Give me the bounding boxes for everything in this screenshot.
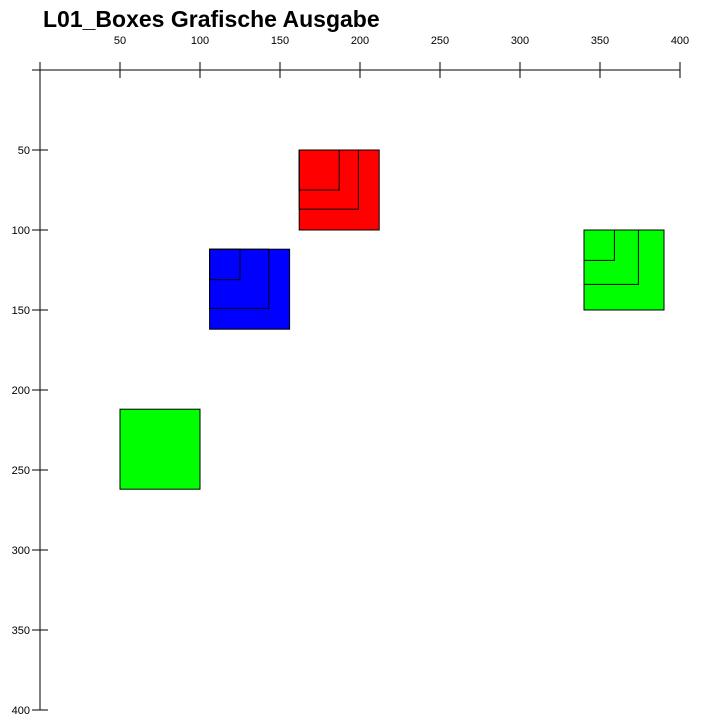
y-tick-label: 300 <box>12 545 30 557</box>
x-tick-label: 300 <box>511 35 529 47</box>
x-tick-label: 350 <box>591 35 609 47</box>
x-tick-label: 50 <box>114 35 126 47</box>
x-tick-label: 250 <box>431 35 449 47</box>
green-box <box>583 229 665 311</box>
y-tick-label: 350 <box>12 625 30 637</box>
blue-box <box>209 248 291 330</box>
x-tick-label: 100 <box>191 35 209 47</box>
y-tick-label: 50 <box>18 145 30 157</box>
boxes <box>119 149 665 490</box>
box-outer <box>119 408 201 490</box>
box-nested-outline <box>583 229 615 261</box>
x-tick-label: 400 <box>671 35 689 47</box>
y-tick-label: 100 <box>12 225 30 237</box>
box-outer <box>583 229 665 311</box>
y-tick-label: 150 <box>12 305 30 317</box>
red-box <box>298 149 380 231</box>
box-nested-outline <box>298 149 340 191</box>
y-tick-label: 250 <box>12 465 30 477</box>
x-tick-label: 200 <box>351 35 369 47</box>
box-outer <box>209 248 291 330</box>
page-title: L01_Boxes Grafische Ausgabe <box>43 6 380 32</box>
green-box-lower <box>119 408 201 490</box>
x-tick-label: 150 <box>271 35 289 47</box>
axes: 50 100 150 200 250 300 350 400 50 100 150 200 250 300… <box>12 35 690 717</box>
y-tick-label: 200 <box>12 385 30 397</box>
box-nested-outline <box>209 248 241 281</box>
y-tick-label: 400 <box>12 705 30 717</box>
